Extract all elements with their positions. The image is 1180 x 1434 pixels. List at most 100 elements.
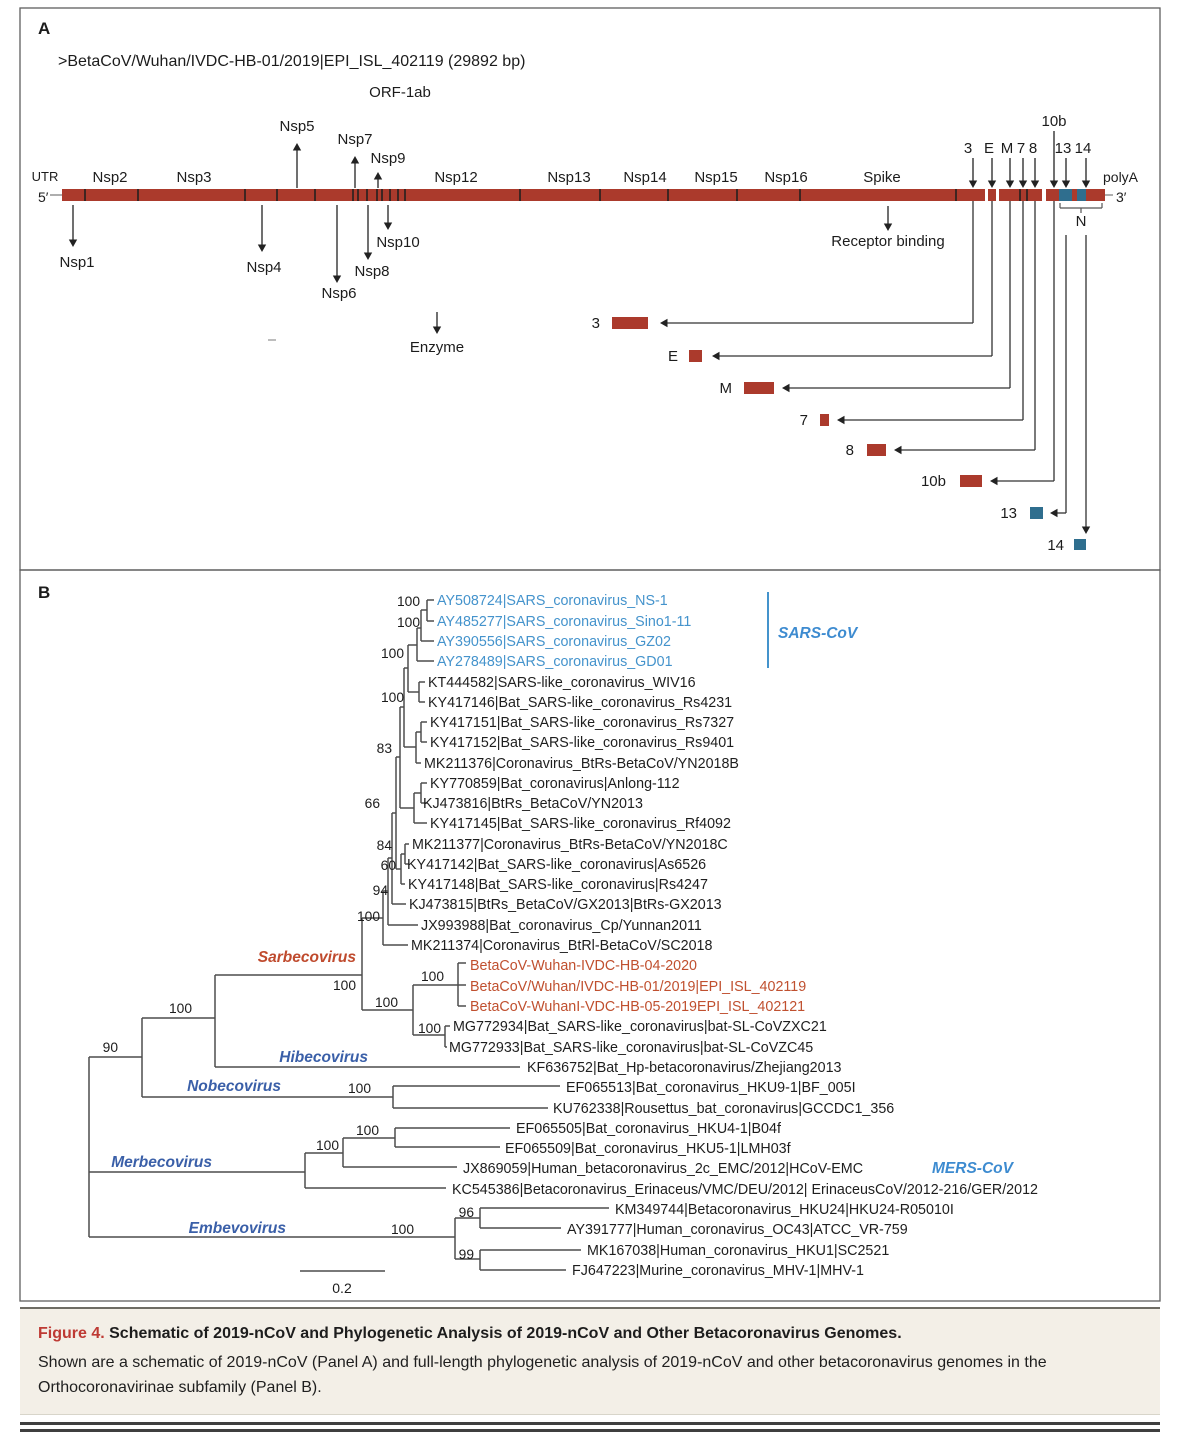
left-arrow-icon [782,383,790,393]
bootstrap-value: 100 [357,909,380,924]
gene-bar [744,382,774,394]
genome-bar-segment [62,189,955,201]
tree-leaf-label: KC545386|Betacoronavirus_Erinaceus/VMC/D… [452,1182,1038,1198]
tree-leaf-label: KU762338|Rousettus_bat_coronavirus|GCCDC… [553,1101,894,1117]
down-arrow-icon [1030,180,1040,188]
down-arrow-icon [968,180,978,188]
down-arrow-icon [987,180,997,188]
tree-leaf-label: KT444582|SARS-like_coronavirus_WIV16 [428,675,696,691]
bootstrap-value: 100 [356,1123,379,1138]
gene-callout-top-label: 13 [1055,140,1072,157]
bootstrap-value: 100 [391,1222,414,1237]
gene-row-label: 13 [1000,505,1017,522]
tree-leaf-label: MG772934|Bat_SARS-like_coronavirus|bat-S… [453,1019,827,1035]
gene-callout-top-label: 3 [964,140,972,157]
panel-a-frame [19,7,1161,571]
bootstrap-value: 60 [381,858,397,873]
tree-leaf-label: MK211374|Coronavirus_BtRl-BetaCoV/SC2018 [411,938,713,954]
genome-bar-segment [955,189,985,201]
gene-bar [689,350,702,362]
tree-leaf-label: AY508724|SARS_coronavirus_NS-1 [437,593,668,609]
tree-leaf-label: AY485277|SARS_coronavirus_Sino1-11 [437,614,691,630]
genome-bar-segment [1072,189,1077,201]
gene-bar [612,317,648,329]
caption-title: Schematic of 2019-nCoV and Phylogenetic … [104,1325,902,1342]
nsp-down-label: Nsp4 [246,259,281,276]
gene-row-label: 10b [921,473,946,490]
gene-bar [867,444,886,456]
up-arrow-icon [350,156,360,164]
tree-leaf-label: KJ473816|BtRs_BetaCoV/YN2013 [423,796,643,812]
nsp-down-label: Nsp8 [354,263,389,280]
bootstrap-value: 100 [348,1081,371,1096]
nsp-segment-label: Nsp2 [92,169,127,186]
clade-label: Merbecovirus [111,1154,212,1171]
tree-leaf-label: KJ473815|BtRs_BetaCoV/GX2013|BtRs-GX2013 [409,897,722,913]
caption-tag: Figure 4. [38,1325,105,1342]
gene-callout-top-label: M [1001,140,1014,157]
tree-leaf-label: BetaCoV-WuhanI-VDC-HB-05-2019EPI_ISL_402… [470,999,805,1015]
enzyme-label: Enzyme [410,339,464,356]
tree-leaf-label: AY278489|SARS_coronavirus_GD01 [437,654,673,670]
left-arrow-icon [990,476,998,486]
up-arrow-icon [373,172,383,180]
gene-row-label: 8 [846,442,854,459]
tree-leaf-label: JX869059|Human_betacoronavirus_2c_EMC/20… [463,1161,863,1177]
up-arrow-icon [292,143,302,151]
tree-leaf-label: BetaCoV-Wuhan-IVDC-HB-04-2020 [470,958,697,974]
caption-body: Shown are a schematic of 2019-nCoV (Pane… [38,1354,1047,1397]
bootstrap-value: 100 [375,995,398,1010]
tree-leaf-label: MK211377|Coronavirus_BtRs-BetaCoV/YN2018… [412,837,728,853]
down-arrow-icon [883,223,893,231]
down-arrow-icon [1005,180,1015,188]
receptor-binding-label: Receptor binding [831,233,944,250]
clade-label: Nobecovirus [187,1078,281,1095]
bootstrap-value: 100 [169,1001,192,1016]
orf1ab-label: ORF-1ab [369,84,431,101]
nsp-segment-label: Nsp14 [623,169,666,186]
bootstrap-value: 100 [381,690,404,705]
gene-bar [1074,539,1086,550]
bootstrap-value: 90 [103,1040,119,1055]
bootstrap-value: 94 [373,883,389,898]
tree-leaf-label: MK167038|Human_coronavirus_HKU1|SC2521 [587,1243,889,1259]
bootstrap-value: 99 [459,1247,475,1262]
tree-leaf-label: BetaCoV/Wuhan/IVDC-HB-01/2019|EPI_ISL_40… [470,979,806,995]
left-arrow-icon [660,318,668,328]
genome-bar-segment [1086,189,1105,201]
bootstrap-value: 100 [316,1138,339,1153]
tree-leaf-label: AY390556|SARS_coronavirus_GZ02 [437,634,671,650]
tree-leaf-label: KY417146|Bat_SARS-like_coronavirus_Rs423… [428,695,732,711]
gene-row-label: E [668,348,678,365]
tree-leaf-label: EF065509|Bat_coronavirus_HKU5-1|LMH03f [505,1141,791,1157]
tree-leaf-label: FJ647223|Murine_coronavirus_MHV-1|MHV-1 [572,1263,864,1279]
polya-label: polyA [1103,169,1139,185]
bottom-rule-1 [20,1422,1160,1425]
genome-title: >BetaCoV/Wuhan/IVDC-HB-01/2019|EPI_ISL_4… [58,53,525,70]
tree-leaf-label: KY417151|Bat_SARS-like_coronavirus_Rs732… [430,715,734,731]
tree-leaf-label: KY770859|Bat_coronavirus|Anlong-112 [430,776,680,792]
bootstrap-value: 100 [397,615,420,630]
genome-bar-segment [1077,189,1086,201]
nsp-segment-label: Nsp3 [176,169,211,186]
bootstrap-value: 100 [397,594,420,609]
n-label: N [1076,213,1087,230]
gene-row-label: 7 [800,412,808,429]
down-arrow-icon [68,239,78,247]
figure-caption: Figure 4. Schematic of 2019-nCoV and Phy… [20,1307,1160,1415]
gene-callout-top-label: 8 [1029,140,1037,157]
nsp-segment-label: Spike [863,169,901,186]
nsp-up-label: Nsp7 [337,131,372,148]
left-arrow-icon [712,351,720,361]
nsp-down-label: Nsp10 [376,234,419,251]
bootstrap-value: 100 [333,978,356,993]
left-arrow-icon [837,415,845,425]
tree-leaf-label: EF065505|Bat_coronavirus_HKU4-1|B04f [516,1121,781,1137]
tree-leaf-label: KF636752|Bat_Hp-betacoronavirus/Zhejiang… [527,1060,842,1076]
panel-b-frame [19,569,1161,1302]
panel-a-letter: A [38,19,50,38]
bootstrap-value: 100 [381,646,404,661]
down-arrow-icon [363,252,373,260]
